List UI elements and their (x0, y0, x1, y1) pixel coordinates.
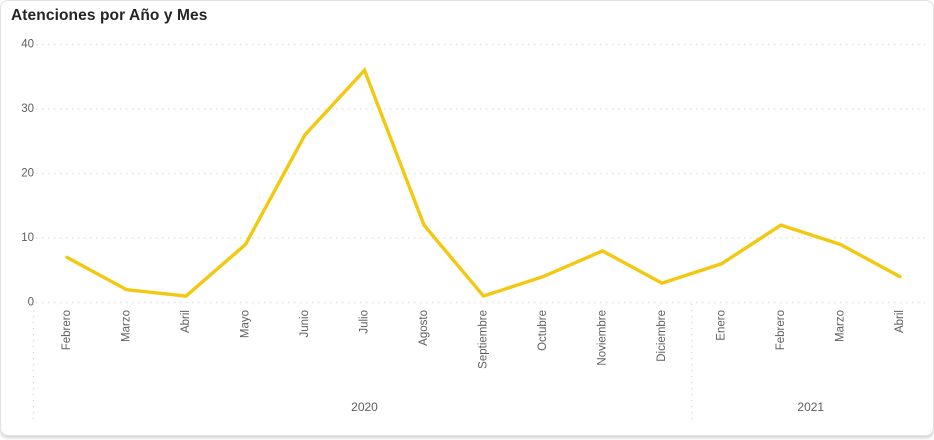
x-axis-month-label: Abril (894, 310, 906, 333)
x-axis-month-label: Febrero (775, 310, 787, 350)
x-axis-month-label: Agosto (418, 310, 430, 346)
x-axis-month-label: Junio (299, 310, 311, 338)
x-axis-month-label: Octubre (537, 310, 549, 351)
x-axis-year-label: 2021 (797, 400, 824, 414)
x-axis-month-label: Noviembre (597, 310, 609, 366)
x-axis-month-label: Septiembre (478, 310, 490, 369)
x-axis-month-label: Julio (359, 310, 371, 334)
x-axis-month-label: Marzo (835, 310, 847, 342)
x-axis-month-label: Mayo (240, 310, 252, 338)
x-axis-month-label: Enero (716, 310, 728, 341)
y-axis-label: 10 (21, 232, 34, 244)
y-axis-label: 40 (21, 39, 34, 51)
data-line-series[interactable] (65, 67, 902, 299)
chart-title: Atenciones por Año y Mes (11, 7, 208, 24)
x-axis-year-label: 2020 (351, 400, 378, 414)
x-axis-month-label: Diciembre (656, 310, 668, 362)
x-axis-month-label: Febrero (61, 310, 73, 350)
x-axis-month-label: Marzo (121, 310, 133, 342)
y-axis-label: 0 (28, 297, 34, 309)
x-axis-month-label: Abril (180, 310, 192, 333)
y-axis-label: 20 (21, 168, 34, 180)
y-axis-label: 30 (21, 103, 34, 115)
